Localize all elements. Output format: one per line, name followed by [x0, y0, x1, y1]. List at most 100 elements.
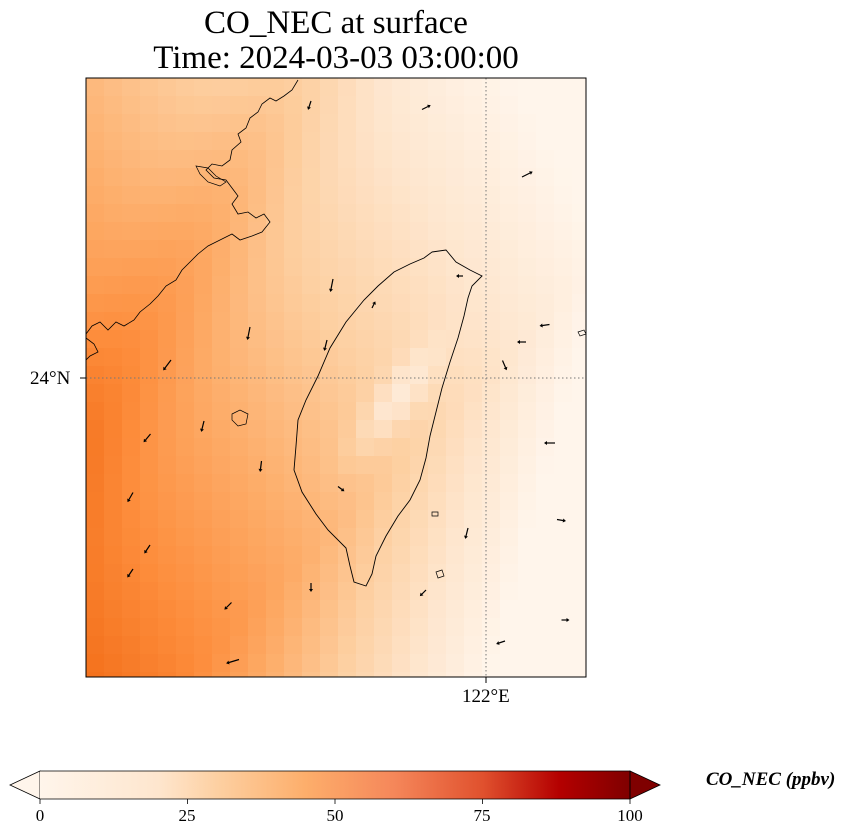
field-cell	[284, 600, 303, 619]
field-cell	[212, 204, 231, 223]
field-cell	[518, 654, 537, 673]
field-cell	[158, 96, 177, 115]
field-cell	[302, 672, 321, 677]
field-cell	[86, 402, 105, 421]
field-cell	[212, 114, 231, 133]
field-cell	[572, 348, 586, 367]
field-cell	[374, 186, 393, 205]
field-cell	[392, 114, 411, 133]
field-cell	[446, 186, 465, 205]
wind-arrow	[371, 303, 375, 309]
field-cell	[464, 636, 483, 655]
field-cell	[554, 348, 573, 367]
field-cell	[554, 528, 573, 547]
field-cell	[104, 348, 123, 367]
field-cell	[212, 654, 231, 673]
field-cell	[356, 582, 375, 601]
field-cell	[392, 78, 411, 97]
field-cell	[320, 114, 339, 133]
field-cell	[392, 312, 411, 331]
field-cell	[284, 636, 303, 655]
field-cell	[410, 186, 429, 205]
field-cell	[410, 150, 429, 169]
field-cell	[212, 330, 231, 349]
field-cell	[392, 222, 411, 241]
field-cell	[104, 366, 123, 385]
field-cell	[482, 186, 501, 205]
field-cell	[482, 114, 501, 133]
field-cell	[428, 96, 447, 115]
wind-arrow-head	[163, 366, 167, 371]
field-cell	[140, 222, 159, 241]
field-cell	[374, 96, 393, 115]
field-cell	[284, 330, 303, 349]
field-cell	[302, 420, 321, 439]
wind-arrow-head	[340, 487, 345, 492]
field-cell	[446, 546, 465, 565]
field-cell	[212, 366, 231, 385]
field-cell	[212, 78, 231, 97]
field-cell	[536, 258, 555, 277]
field-cell	[428, 654, 447, 673]
field-cell	[86, 564, 105, 583]
field-cell	[338, 186, 357, 205]
field-cell	[230, 384, 249, 403]
field-cell	[320, 654, 339, 673]
wind-arrow	[226, 602, 232, 608]
field-cell	[500, 528, 519, 547]
field-cell	[176, 492, 195, 511]
field-cell	[86, 654, 105, 673]
field-cell	[392, 438, 411, 457]
field-cell	[572, 96, 586, 115]
field-cell	[176, 132, 195, 151]
field-cell	[230, 420, 249, 439]
wind-arrow-head	[200, 428, 204, 432]
field-cell	[212, 384, 231, 403]
field-cell	[158, 222, 177, 241]
field-cell	[536, 168, 555, 187]
field-cell	[356, 546, 375, 565]
field-cell	[446, 240, 465, 259]
field-cell	[356, 150, 375, 169]
field-cell	[464, 402, 483, 421]
field-cell	[410, 510, 429, 529]
field-cell	[140, 132, 159, 151]
field-cell	[518, 78, 537, 97]
field-cell	[482, 402, 501, 421]
field-cell	[248, 114, 267, 133]
islet	[195, 165, 227, 187]
field-cell	[536, 150, 555, 169]
field-cell	[446, 384, 465, 403]
field-cell	[176, 186, 195, 205]
field-cell	[104, 438, 123, 457]
field-cell	[86, 312, 105, 331]
field-cell	[158, 312, 177, 331]
field-cell	[320, 384, 339, 403]
field-cell	[230, 204, 249, 223]
field-cell	[284, 672, 303, 677]
field-cell	[500, 204, 519, 223]
field-cell	[122, 204, 141, 223]
field-cell	[464, 456, 483, 475]
field-cell	[536, 222, 555, 241]
field-cell	[338, 294, 357, 313]
field-cell	[194, 312, 213, 331]
field-cell	[158, 150, 177, 169]
field-cell	[518, 240, 537, 259]
field-cell	[284, 384, 303, 403]
field-cell	[356, 654, 375, 673]
field-cell	[86, 456, 105, 475]
field-cell	[194, 114, 213, 133]
field-cell	[374, 420, 393, 439]
field-cell	[266, 672, 285, 677]
field-cell	[482, 222, 501, 241]
field-cell	[572, 240, 586, 259]
field-cell	[266, 186, 285, 205]
field-cell	[122, 456, 141, 475]
field-cell	[428, 510, 447, 529]
field-cell	[464, 222, 483, 241]
colorbar-tick-label: 25	[178, 806, 196, 825]
field-cell	[320, 636, 339, 655]
field-cell	[374, 474, 393, 493]
field-cell	[374, 510, 393, 529]
